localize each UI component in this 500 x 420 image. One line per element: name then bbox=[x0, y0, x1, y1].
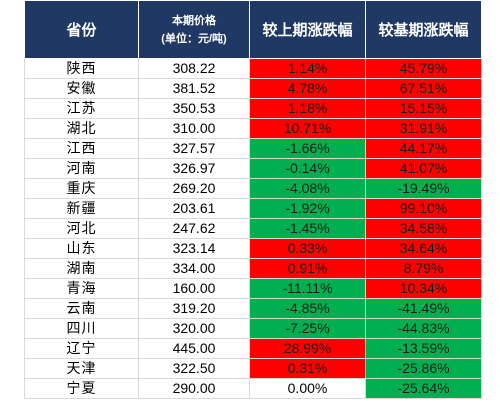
province-cell: 江西 bbox=[24, 138, 139, 159]
yoy-change-cell: -44.83% bbox=[365, 318, 482, 339]
table-row: 河南 326.97 -0.14% 41.07% bbox=[24, 158, 482, 179]
table-body: 陕西 308.22 1.14% 45.79% 安徽 381.52 4.78% 67.51% 江苏… bbox=[24, 58, 482, 399]
price-cell: 445.00 bbox=[138, 338, 250, 359]
yoy-change-cell: 45.79% bbox=[365, 58, 482, 79]
province-cell: 河南 bbox=[24, 158, 139, 179]
mom-change-cell: -1.92% bbox=[249, 198, 366, 219]
province-cell: 山东 bbox=[24, 238, 139, 259]
price-cell: 160.00 bbox=[138, 278, 250, 299]
province-cell: 宁夏 bbox=[24, 378, 139, 399]
mom-change-cell: -1.66% bbox=[249, 138, 366, 159]
mom-change-cell: 1.18% bbox=[249, 98, 366, 119]
province-cell: 河北 bbox=[24, 218, 139, 239]
mom-change-cell: 4.78% bbox=[249, 78, 366, 99]
yoy-change-cell: -25.86% bbox=[365, 358, 482, 379]
mom-change-cell: 0.00% bbox=[249, 378, 366, 399]
header-yoy-change: 较基期涨跌幅 bbox=[365, 0, 482, 59]
province-cell: 陕西 bbox=[24, 58, 139, 79]
mom-change-cell: 1.14% bbox=[249, 58, 366, 79]
table-row: 江西 327.57 -1.66% 44.17% bbox=[24, 138, 482, 159]
mom-change-cell: -4.08% bbox=[249, 178, 366, 199]
mom-change-cell: 10.71% bbox=[249, 118, 366, 139]
header-province: 省份 bbox=[24, 0, 139, 59]
price-cell: 247.62 bbox=[138, 218, 250, 239]
table-row: 安徽 381.52 4.78% 67.51% bbox=[24, 78, 482, 99]
price-cell: 290.00 bbox=[138, 378, 250, 399]
price-cell: 310.00 bbox=[138, 118, 250, 139]
province-cell: 江苏 bbox=[24, 98, 139, 119]
mom-change-cell: 0.33% bbox=[249, 238, 366, 259]
header-row: 省份 本期价格 (单位：元/吨) 较上期涨跌幅 较基期涨跌幅 bbox=[24, 0, 482, 59]
table-row: 重庆 269.20 -4.08% -19.49% bbox=[24, 178, 482, 199]
province-cell: 青海 bbox=[24, 278, 139, 299]
price-cell: 269.20 bbox=[138, 178, 250, 199]
price-cell: 319.20 bbox=[138, 298, 250, 319]
yoy-change-cell: 8.79% bbox=[365, 258, 482, 279]
province-cell: 云南 bbox=[24, 298, 139, 319]
yoy-change-cell: 34.64% bbox=[365, 238, 482, 259]
price-cell: 322.50 bbox=[138, 358, 250, 379]
yoy-change-cell: 41.07% bbox=[365, 158, 482, 179]
price-cell: 334.00 bbox=[138, 258, 250, 279]
yoy-change-cell: 99.10% bbox=[365, 198, 482, 219]
mom-change-cell: -11.11% bbox=[249, 278, 366, 299]
price-cell: 203.61 bbox=[138, 198, 250, 219]
header-mom-change: 较上期涨跌幅 bbox=[249, 0, 366, 59]
mom-change-cell: 28.99% bbox=[249, 338, 366, 359]
mom-change-cell: -0.14% bbox=[249, 158, 366, 179]
table-row: 江苏 350.53 1.18% 15.15% bbox=[24, 98, 482, 119]
mom-change-cell: -4.85% bbox=[249, 298, 366, 319]
table-row: 四川 320.00 -7.25% -44.83% bbox=[24, 318, 482, 339]
price-cell: 350.53 bbox=[138, 98, 250, 119]
table-row: 青海 160.00 -11.11% 10.34% bbox=[24, 278, 482, 299]
price-cell: 308.22 bbox=[138, 58, 250, 79]
price-cell: 327.57 bbox=[138, 138, 250, 159]
province-cell: 湖北 bbox=[24, 118, 139, 139]
table-row: 宁夏 290.00 0.00% -25.64% bbox=[24, 378, 482, 399]
province-cell: 新疆 bbox=[24, 198, 139, 219]
province-cell: 安徽 bbox=[24, 78, 139, 99]
mom-change-cell: -1.45% bbox=[249, 218, 366, 239]
table-row: 山东 323.14 0.33% 34.64% bbox=[24, 238, 482, 259]
table-row: 辽宁 445.00 28.99% -13.59% bbox=[24, 338, 482, 359]
mom-change-cell: -7.25% bbox=[249, 318, 366, 339]
table-header: 省份 本期价格 (单位：元/吨) 较上期涨跌幅 较基期涨跌幅 bbox=[24, 0, 482, 59]
yoy-change-cell: 15.15% bbox=[365, 98, 482, 119]
mom-change-cell: 0.31% bbox=[249, 358, 366, 379]
table-row: 陕西 308.22 1.14% 45.79% bbox=[24, 58, 482, 79]
table-row: 湖北 310.00 10.71% 31.91% bbox=[24, 118, 482, 139]
province-cell: 辽宁 bbox=[24, 338, 139, 359]
table-row: 新疆 203.61 -1.92% 99.10% bbox=[24, 198, 482, 219]
yoy-change-cell: -13.59% bbox=[365, 338, 482, 359]
table-row: 河北 247.62 -1.45% 34.58% bbox=[24, 218, 482, 239]
table-row: 天津 322.50 0.31% -25.86% bbox=[24, 358, 482, 379]
price-cell: 326.97 bbox=[138, 158, 250, 179]
yoy-change-cell: 31.91% bbox=[365, 118, 482, 139]
yoy-change-cell: -19.49% bbox=[365, 178, 482, 199]
mom-change-cell: 0.91% bbox=[249, 258, 366, 279]
price-cell: 320.00 bbox=[138, 318, 250, 339]
price-cell: 323.14 bbox=[138, 238, 250, 259]
price-change-table: 省份 本期价格 (单位：元/吨) 较上期涨跌幅 较基期涨跌幅 陕西 308.22 1… bbox=[24, 0, 482, 399]
table-row: 湖南 334.00 0.91% 8.79% bbox=[24, 258, 482, 279]
header-price-title: 本期价格 bbox=[172, 14, 216, 27]
yoy-change-cell: 10.34% bbox=[365, 278, 482, 299]
yoy-change-cell: -41.49% bbox=[365, 298, 482, 319]
price-cell: 381.52 bbox=[138, 78, 250, 99]
header-price: 本期价格 (单位：元/吨) bbox=[138, 0, 250, 59]
yoy-change-cell: 67.51% bbox=[365, 78, 482, 99]
header-price-unit: (单位：元/吨) bbox=[161, 32, 227, 45]
province-cell: 天津 bbox=[24, 358, 139, 379]
province-cell: 四川 bbox=[24, 318, 139, 339]
yoy-change-cell: 44.17% bbox=[365, 138, 482, 159]
table-row: 云南 319.20 -4.85% -41.49% bbox=[24, 298, 482, 319]
province-cell: 重庆 bbox=[24, 178, 139, 199]
province-cell: 湖南 bbox=[24, 258, 139, 279]
yoy-change-cell: -25.64% bbox=[365, 378, 482, 399]
yoy-change-cell: 34.58% bbox=[365, 218, 482, 239]
